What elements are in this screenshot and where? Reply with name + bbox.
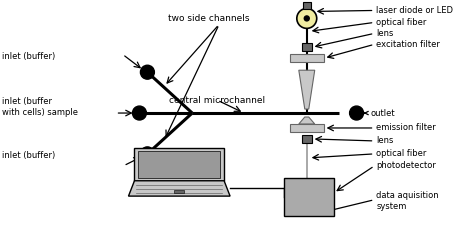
Bar: [138, 151, 220, 178]
Text: inlet (buffer): inlet (buffer): [2, 151, 55, 160]
Text: optical fiber: optical fiber: [376, 149, 427, 158]
Bar: [135, 148, 224, 181]
Text: central microchannel: central microchannel: [169, 96, 265, 105]
Text: inlet (buffer): inlet (buffer): [2, 52, 55, 61]
Polygon shape: [128, 181, 230, 196]
Bar: [303, 2, 311, 10]
Text: lens: lens: [376, 136, 394, 146]
Bar: [302, 43, 312, 51]
Bar: [302, 135, 312, 143]
Circle shape: [304, 16, 309, 21]
Circle shape: [132, 106, 146, 120]
Circle shape: [140, 65, 155, 79]
Text: two side channels: two side channels: [168, 14, 250, 23]
Bar: [284, 178, 334, 216]
Text: optical fiber: optical fiber: [376, 18, 427, 27]
Text: excitation filter: excitation filter: [376, 40, 440, 49]
Text: laser diode or LED: laser diode or LED: [376, 6, 454, 15]
Circle shape: [350, 106, 364, 120]
Text: emission filter: emission filter: [376, 123, 436, 133]
Polygon shape: [299, 117, 315, 124]
Text: system: system: [376, 202, 407, 211]
Text: lens: lens: [376, 29, 394, 38]
Text: photodetector: photodetector: [376, 161, 437, 170]
Bar: [290, 124, 324, 132]
Text: inlet (buffer
with cells) sample: inlet (buffer with cells) sample: [2, 97, 78, 117]
Bar: [174, 190, 184, 193]
Text: data aquisition: data aquisition: [376, 191, 439, 200]
Text: outlet: outlet: [365, 109, 395, 118]
Polygon shape: [299, 70, 315, 109]
Circle shape: [140, 147, 155, 161]
Circle shape: [297, 9, 317, 28]
Bar: [290, 54, 324, 62]
